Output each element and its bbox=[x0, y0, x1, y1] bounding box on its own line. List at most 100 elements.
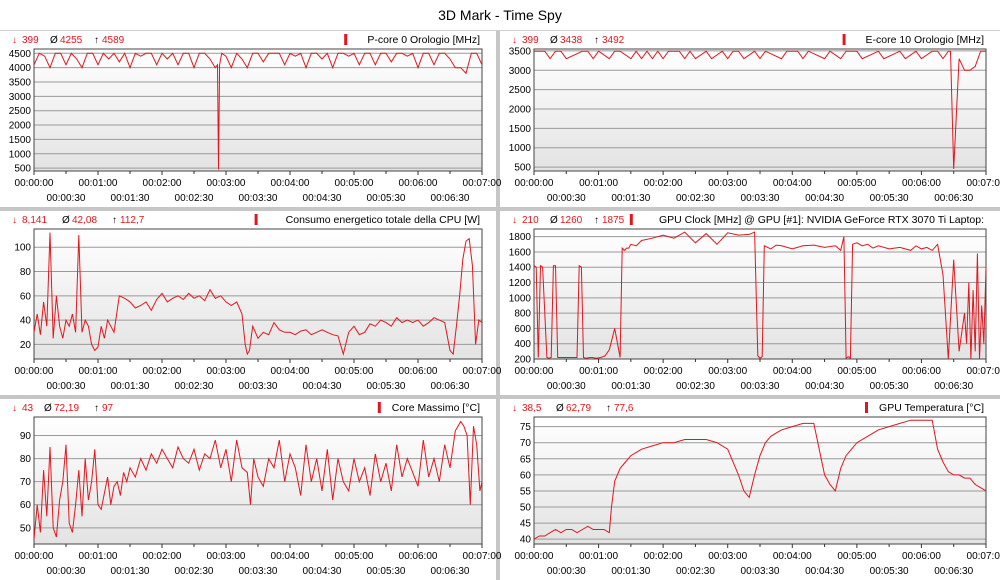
x-tick-label: 00:00:00 bbox=[515, 551, 554, 562]
x-tick-label: 00:00:30 bbox=[47, 193, 86, 204]
x-tick-label: 00:04:00 bbox=[271, 178, 310, 189]
y-tick-label: 2500 bbox=[509, 85, 532, 96]
x-tick-label: 00:04:30 bbox=[303, 381, 342, 392]
x-tick-label: 00:00:00 bbox=[515, 178, 554, 189]
x-tick-label: 00:00:30 bbox=[47, 381, 86, 392]
chart-gpu-temperature: ↓ 38,5 Ø 62,79 ↑ 77,6 GPU Temperatura [°C] 75 7… bbox=[512, 402, 1000, 577]
stat-min: 210 bbox=[522, 215, 539, 226]
stat-avg: 72,19 bbox=[54, 403, 79, 414]
x-tick-label: 00:07:00 bbox=[967, 551, 1000, 562]
y-tick-label: 60 bbox=[20, 291, 32, 302]
x-tick-label: 00:01:00 bbox=[579, 366, 618, 377]
y-tick-label: 200 bbox=[514, 355, 531, 366]
x-tick-label: 00:05:30 bbox=[367, 381, 406, 392]
x-tick-label: 00:01:00 bbox=[79, 178, 118, 189]
chart-gpu-clock: ↓ 210 Ø 1260 ↑ 1875 GPU Clock [MHz] @ GPU [#1… bbox=[509, 214, 1000, 392]
stat-min: 8,141 bbox=[22, 215, 47, 226]
x-tick-label: 00:05:00 bbox=[335, 178, 374, 189]
x-tick-label: 00:01:00 bbox=[579, 551, 618, 562]
y-tick-label: 2000 bbox=[509, 105, 532, 116]
y-tick-label: 1000 bbox=[509, 293, 532, 304]
x-tick-label: 00:00:00 bbox=[15, 366, 54, 377]
x-tick-label: 00:04:00 bbox=[773, 366, 812, 377]
y-tick-label: 3000 bbox=[509, 66, 532, 77]
x-tick-label: 00:05:00 bbox=[837, 366, 876, 377]
y-tick-label: 75 bbox=[520, 422, 532, 433]
min-arrow: ↓ bbox=[12, 215, 17, 226]
y-tick-label: 1200 bbox=[509, 278, 532, 289]
x-tick-label: 00:00:00 bbox=[515, 366, 554, 377]
x-tick-label: 00:04:30 bbox=[805, 381, 844, 392]
stat-max: 4589 bbox=[102, 35, 125, 46]
stat-min: 399 bbox=[22, 35, 39, 46]
min-arrow: ↓ bbox=[512, 35, 517, 46]
x-tick-label: 00:03:00 bbox=[207, 178, 246, 189]
x-tick-label: 00:04:00 bbox=[271, 551, 310, 562]
plot-area bbox=[34, 229, 482, 359]
chart-p-core-0-clock: ↓ 399 Ø 4255 ↑ 4589 P-core 0 Orologio [MHz] 45… bbox=[9, 34, 502, 204]
min-arrow: ↓ bbox=[512, 403, 517, 414]
chart-title: GPU Temperatura [°C] bbox=[879, 402, 984, 414]
chart-title: P-core 0 Orologio [MHz] bbox=[367, 34, 480, 46]
x-tick-label: 00:03:30 bbox=[239, 193, 278, 204]
x-tick-label: 00:03:00 bbox=[708, 178, 747, 189]
y-tick-label: 40 bbox=[20, 316, 32, 327]
y-tick-label: 1600 bbox=[509, 247, 532, 258]
x-tick-label: 00:00:30 bbox=[547, 381, 586, 392]
x-tick-label: 00:02:30 bbox=[676, 193, 715, 204]
avg-symbol: Ø bbox=[44, 403, 52, 414]
avg-symbol: Ø bbox=[62, 215, 70, 226]
x-tick-label: 00:03:30 bbox=[741, 193, 780, 204]
stat-min: 399 bbox=[522, 35, 539, 46]
chart-e-core-10-clock: ↓ 399 Ø 3438 ↑ 3492 E-core 10 Orologio [MHz] 3… bbox=[509, 34, 1000, 204]
x-tick-label: 00:01:30 bbox=[111, 381, 150, 392]
chart-title: Consumo energetico totale della CPU [W] bbox=[286, 214, 480, 226]
y-tick-label: 50 bbox=[520, 503, 532, 514]
x-tick-label: 00:00:30 bbox=[547, 566, 586, 577]
plot-area bbox=[34, 417, 482, 544]
x-tick-label: 00:07:00 bbox=[967, 178, 1000, 189]
series-line bbox=[533, 419, 987, 540]
x-tick-label: 00:04:00 bbox=[773, 551, 812, 562]
min-arrow: ↓ bbox=[12, 35, 17, 46]
y-tick-label: 800 bbox=[514, 309, 531, 320]
max-arrow: ↑ bbox=[594, 215, 599, 226]
x-tick-label: 00:03:00 bbox=[708, 366, 747, 377]
series-line bbox=[33, 420, 483, 540]
panel-divider-vertical bbox=[496, 31, 500, 580]
y-tick-label: 100 bbox=[14, 243, 31, 254]
x-tick-label: 00:07:00 bbox=[967, 366, 1000, 377]
y-tick-label: 400 bbox=[514, 339, 531, 350]
x-tick-label: 00:05:00 bbox=[335, 366, 374, 377]
panel-divider-horizontal-2 bbox=[0, 395, 1000, 399]
y-tick-label: 600 bbox=[514, 324, 531, 335]
max-arrow: ↑ bbox=[606, 403, 611, 414]
x-tick-label: 00:03:30 bbox=[741, 566, 780, 577]
x-tick-label: 00:00:30 bbox=[47, 566, 86, 577]
series-legend-marker bbox=[865, 402, 868, 413]
x-tick-label: 00:03:00 bbox=[207, 366, 246, 377]
x-tick-label: 00:06:00 bbox=[399, 178, 438, 189]
x-tick-label: 00:05:00 bbox=[837, 551, 876, 562]
series-legend-marker bbox=[842, 34, 846, 45]
avg-symbol: Ø bbox=[550, 215, 558, 226]
x-tick-label: 00:02:00 bbox=[644, 551, 683, 562]
avg-symbol: Ø bbox=[550, 35, 558, 46]
y-tick-label: 70 bbox=[20, 477, 32, 488]
x-tick-label: 00:03:00 bbox=[708, 551, 747, 562]
stat-min: 43 bbox=[22, 403, 34, 414]
x-tick-label: 00:07:00 bbox=[463, 366, 502, 377]
x-tick-label: 00:05:30 bbox=[367, 566, 406, 577]
y-tick-label: 1800 bbox=[509, 232, 532, 243]
y-tick-label: 60 bbox=[20, 500, 32, 511]
x-tick-label: 00:04:00 bbox=[271, 366, 310, 377]
x-tick-label: 00:03:30 bbox=[239, 381, 278, 392]
x-tick-label: 00:00:00 bbox=[15, 551, 54, 562]
x-tick-label: 00:02:30 bbox=[175, 566, 214, 577]
stat-max: 77,6 bbox=[614, 403, 634, 414]
y-tick-label: 60 bbox=[520, 470, 532, 481]
avg-symbol: Ø bbox=[556, 403, 564, 414]
panel-divider-horizontal-1 bbox=[0, 207, 1000, 211]
max-arrow: ↑ bbox=[112, 215, 117, 226]
